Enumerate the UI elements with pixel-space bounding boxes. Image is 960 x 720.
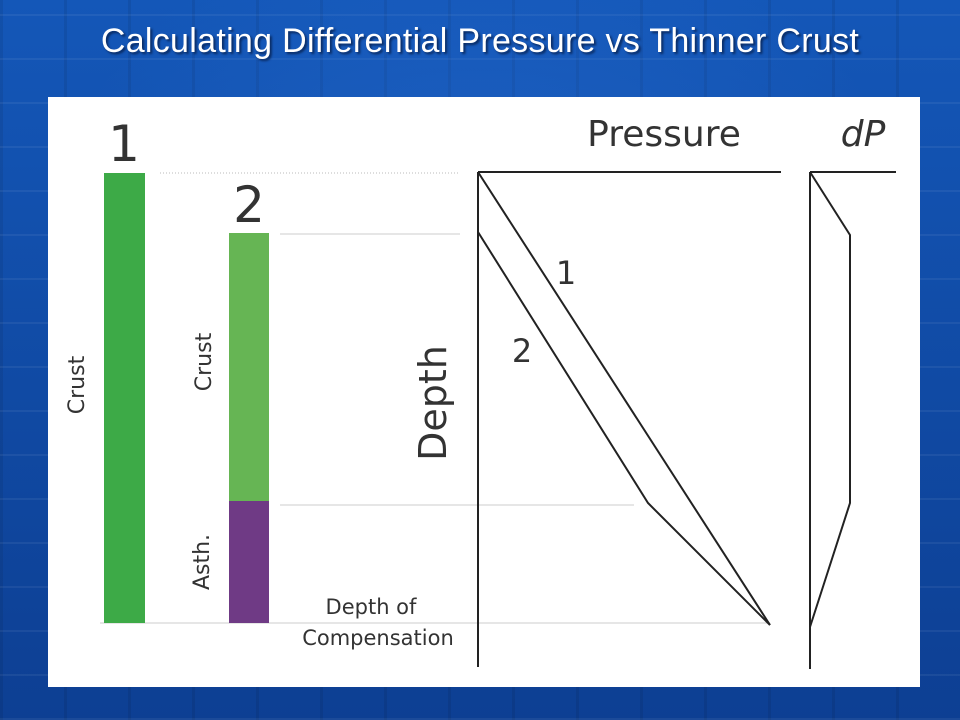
dp-curve <box>809 171 851 628</box>
depth-axis-label: Depth <box>411 345 455 461</box>
curve-2-label: 2 <box>512 332 532 370</box>
curve-1-label: 1 <box>556 254 576 292</box>
pressure-curve-2 <box>477 231 771 626</box>
diagram-svg: 1 Crust 2 Crust Asth. Depth of Compensat… <box>65 114 896 669</box>
column-2-number: 2 <box>233 176 265 234</box>
compensation-label-line-2: Compensation <box>302 626 454 650</box>
dp-plot-title: dP <box>841 114 886 155</box>
column-2-crust-label: Crust <box>192 332 217 391</box>
column-2-asth-label: Asth. <box>190 534 215 590</box>
pressure-plot-title: Pressure <box>587 114 741 155</box>
crust-column-1 <box>104 173 145 623</box>
figure-panel: 1 Crust 2 Crust Asth. Depth of Compensat… <box>48 97 920 687</box>
slide-title: Calculating Differential Pressure vs Thi… <box>100 22 860 60</box>
crust-column-2 <box>229 233 269 501</box>
column-1-number: 1 <box>108 115 140 173</box>
pressure-curve-1 <box>477 171 771 626</box>
column-1-crust-label: Crust <box>65 355 90 414</box>
asthenosphere-column-2 <box>229 501 269 623</box>
compensation-label-line-1: Depth of <box>326 595 417 619</box>
